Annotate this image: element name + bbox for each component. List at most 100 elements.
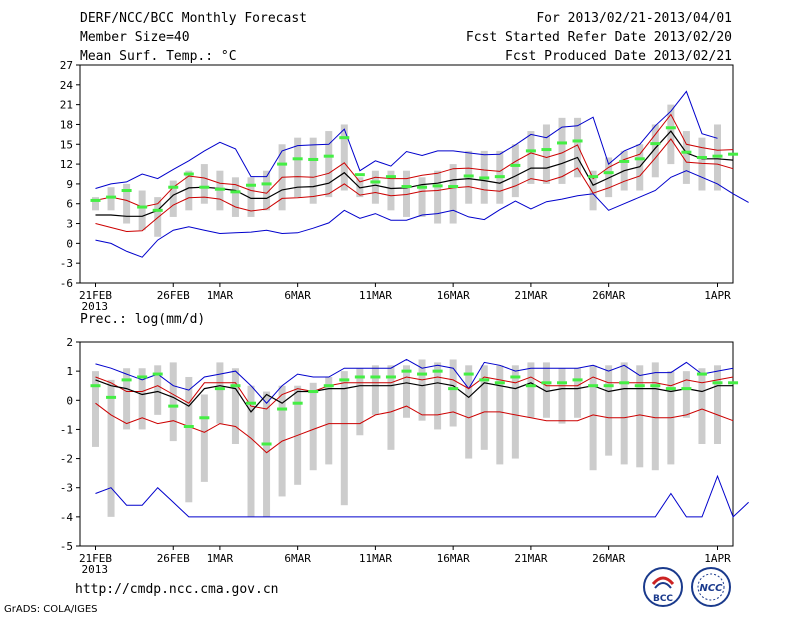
median-marker bbox=[525, 149, 536, 153]
ensemble-box bbox=[527, 362, 535, 418]
median-marker bbox=[168, 185, 179, 189]
median-marker bbox=[665, 387, 676, 391]
forecast-produced: Fcst Produced Date 2013/02/21 bbox=[505, 49, 732, 64]
chart-title: DERF/NCC/BCC Monthly Forecast bbox=[80, 11, 307, 26]
median-marker bbox=[339, 378, 350, 382]
median-marker bbox=[525, 384, 536, 388]
median-marker bbox=[665, 126, 676, 130]
y-tick-label: 6 bbox=[66, 198, 73, 211]
median-marker bbox=[650, 384, 661, 388]
ensemble-box bbox=[682, 131, 690, 184]
median-marker bbox=[168, 404, 179, 408]
x-tick-label: 21FEB 2013 bbox=[79, 289, 112, 313]
series-max-line bbox=[95, 90, 718, 189]
median-marker bbox=[572, 139, 583, 143]
ensemble-box bbox=[589, 365, 597, 471]
median-marker bbox=[90, 198, 101, 202]
y-tick-label: -3 bbox=[60, 257, 73, 270]
y-tick-label: 18 bbox=[60, 118, 73, 131]
series-min-line bbox=[95, 474, 749, 518]
median-marker bbox=[557, 141, 567, 145]
ensemble-box bbox=[651, 362, 659, 471]
ensemble-box bbox=[216, 362, 224, 424]
median-marker bbox=[479, 176, 490, 180]
median-marker bbox=[292, 157, 303, 161]
median-marker bbox=[137, 205, 148, 209]
website-url[interactable]: http://cmdp.ncc.cma.gov.cn bbox=[75, 582, 279, 597]
ensemble-box bbox=[434, 362, 442, 430]
median-marker bbox=[183, 172, 194, 176]
median-marker bbox=[199, 416, 210, 420]
x-tick-label: 1APR bbox=[704, 552, 731, 565]
plot-frame bbox=[79, 341, 734, 547]
ensemble-box bbox=[356, 368, 364, 436]
median-marker bbox=[90, 384, 101, 388]
ensemble-box bbox=[542, 362, 550, 418]
ensemble-box bbox=[247, 385, 255, 517]
y-tick-label: 24 bbox=[60, 79, 74, 92]
median-marker bbox=[214, 187, 225, 191]
y-tick-label: -5 bbox=[60, 540, 73, 553]
median-marker bbox=[106, 395, 117, 399]
ensemble-box bbox=[92, 371, 99, 447]
median-marker bbox=[199, 185, 210, 189]
y-tick-label: 21 bbox=[60, 99, 73, 112]
ensemble-box bbox=[185, 376, 193, 503]
median-marker bbox=[214, 387, 225, 391]
y-tick-label: 9 bbox=[66, 178, 73, 191]
ensemble-box bbox=[154, 197, 162, 237]
median-marker bbox=[572, 378, 583, 382]
ensemble-box bbox=[682, 371, 690, 418]
ncc-logo-text: NCC bbox=[699, 583, 723, 594]
median-marker bbox=[712, 154, 723, 158]
ensemble-box bbox=[434, 170, 442, 224]
median-marker bbox=[432, 184, 443, 188]
ensemble-box bbox=[511, 365, 519, 459]
series-lower-line bbox=[95, 138, 734, 233]
ensemble-box bbox=[480, 365, 488, 450]
precip-title: Prec.: log(mm/d) bbox=[80, 312, 205, 327]
bcc-logo-text: BCC bbox=[653, 594, 673, 604]
median-marker bbox=[323, 154, 334, 158]
median-marker bbox=[728, 152, 739, 156]
ensemble-box bbox=[231, 177, 239, 217]
median-marker bbox=[463, 174, 474, 178]
series-max-line bbox=[95, 358, 734, 404]
series-min-line bbox=[95, 170, 749, 258]
median-marker bbox=[479, 378, 490, 382]
ensemble-box bbox=[605, 157, 613, 198]
ensemble-box bbox=[418, 177, 426, 217]
ensemble-box bbox=[620, 362, 628, 465]
ensemble-box bbox=[403, 365, 410, 418]
ensemble-box bbox=[636, 144, 644, 191]
median-marker bbox=[261, 182, 272, 186]
median-marker bbox=[292, 401, 303, 405]
median-marker bbox=[634, 157, 645, 161]
x-tick-label: 11MAR bbox=[359, 552, 392, 565]
forecast-started: Fcst Started Refer Date 2013/02/20 bbox=[465, 30, 732, 45]
ensemble-box bbox=[231, 368, 239, 444]
ensemble-box bbox=[651, 124, 659, 178]
ensemble-box bbox=[325, 376, 333, 465]
median-marker bbox=[557, 381, 567, 385]
ensemble-box bbox=[340, 371, 348, 506]
x-tick-label: 11MAR bbox=[359, 289, 392, 302]
ensemble-box bbox=[247, 177, 255, 217]
median-marker bbox=[588, 384, 599, 388]
median-marker bbox=[510, 163, 521, 167]
ensemble-box bbox=[605, 365, 613, 456]
median-marker bbox=[385, 375, 396, 379]
ensemble-box bbox=[138, 368, 146, 430]
median-marker bbox=[246, 183, 256, 187]
ensemble-box bbox=[107, 379, 115, 517]
median-marker bbox=[339, 136, 350, 140]
x-tick-label: 21MAR bbox=[514, 552, 547, 565]
median-marker bbox=[650, 142, 661, 146]
series-upper-line bbox=[95, 113, 734, 208]
ensemble-box bbox=[387, 170, 395, 211]
x-tick-label: 16MAR bbox=[437, 289, 470, 302]
median-marker bbox=[121, 189, 132, 193]
ensemble-box bbox=[263, 391, 271, 517]
x-tick-label: 26FEB bbox=[157, 552, 190, 565]
